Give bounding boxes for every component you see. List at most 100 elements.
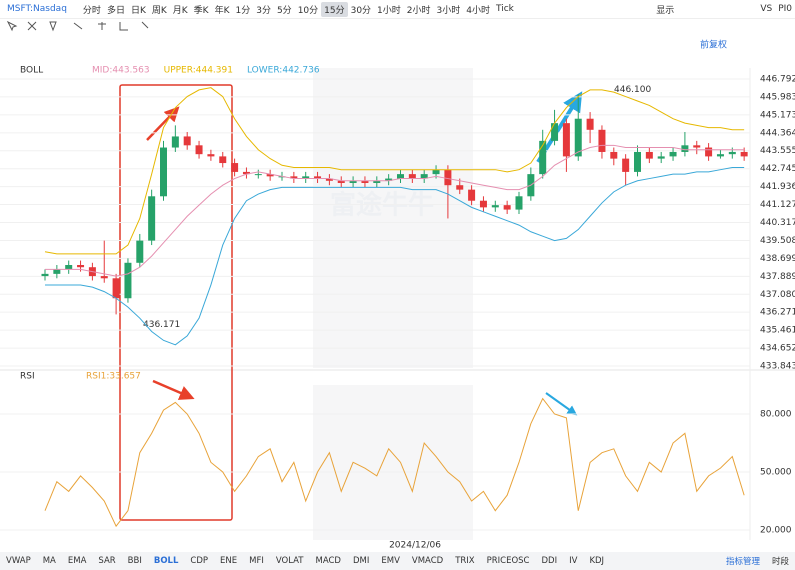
candle-body [325, 178, 333, 181]
candle-body [195, 145, 203, 155]
period-tab[interactable]: 3小时 [436, 5, 461, 16]
period-tab[interactable]: 4小时 [466, 5, 490, 16]
candle-body [716, 154, 724, 157]
candle-body [479, 200, 487, 208]
indicator-tab[interactable]: 指标管理 [725, 557, 760, 567]
indicator-tab[interactable]: IV [569, 556, 578, 566]
indicator-tab[interactable]: VWAP [6, 556, 31, 566]
session-band [313, 68, 473, 368]
toolbar-button[interactable]: PI0 [778, 4, 792, 14]
indicator-tab[interactable]: KDJ [589, 556, 605, 566]
candle-body [207, 154, 215, 157]
price-annotation: 436.171 [143, 320, 180, 330]
y-tick-label: 443.555 [760, 146, 795, 156]
indicator-tab[interactable]: TRIX [455, 556, 475, 566]
candle-body [136, 240, 144, 263]
period-tab[interactable]: 15分 [321, 1, 348, 17]
indicator-tab[interactable]: MFI [249, 556, 264, 566]
indicator-tab[interactable]: 时段 [771, 557, 789, 567]
period-tab[interactable]: 分时 [82, 5, 101, 16]
period-tab[interactable]: Tick [495, 4, 514, 14]
legend-entry: MID:443.563 [92, 66, 150, 76]
candle-body [302, 176, 310, 179]
y-tick-label: 437.889 [760, 272, 795, 282]
indicator-name: BOLL [20, 66, 43, 76]
arrow [545, 392, 578, 416]
indicator-tab[interactable]: DMI [352, 556, 370, 566]
period-tab[interactable]: 多日 [106, 5, 125, 16]
candle-body [444, 169, 452, 186]
period-tab[interactable]: 日K [130, 5, 146, 16]
candle-body [598, 129, 606, 152]
y-tick-label: 435.461 [760, 326, 795, 336]
indicator-tab[interactable]: MA [42, 556, 56, 566]
period-tab[interactable]: 月K [172, 5, 188, 16]
adjust-mode[interactable]: 前复权 [700, 39, 727, 51]
indicator-tabs: VWAP MA EMA SAR BBI BOLL CDP ENE MFI VOLAT MACD DMI… [0, 552, 795, 570]
period-tab[interactable]: 季K [193, 5, 209, 16]
candle-body [349, 180, 357, 183]
candle-body [681, 145, 689, 152]
indicator-tab[interactable]: EMA [67, 556, 87, 566]
indicator-tab[interactable]: BOLL [153, 556, 179, 566]
candle-body [160, 147, 167, 197]
y-tick-label: 442.745 [760, 164, 795, 174]
period-tab[interactable]: 3分 [256, 5, 271, 16]
period-tab[interactable]: 周K [151, 5, 167, 16]
chart: 富途牛牛 前复权 BOLL MID:443.563 UPPER:444.391 LOW… [0, 20, 795, 551]
candle-body [231, 163, 239, 172]
symbol[interactable]: MSFT:Nasdaq [7, 4, 67, 14]
candle-body [515, 196, 523, 210]
period-tab[interactable]: 2小时 [406, 5, 431, 16]
candle-body [148, 196, 156, 241]
toolbar-button[interactable]: 显示 [656, 5, 675, 16]
period-tab[interactable]: 1分 [235, 5, 251, 16]
indicator-tab[interactable]: DDI [541, 556, 558, 566]
indicator-tab[interactable]: PRICEOSC [486, 556, 530, 566]
indicator-tab[interactable]: ENE [220, 556, 238, 566]
candle-body [385, 178, 393, 181]
candle-body [112, 278, 120, 299]
y-tick-label: 441.936 [760, 182, 795, 192]
candle-body [634, 151, 641, 172]
legend-entry: LOWER:442.736 [247, 66, 320, 76]
indicator-line [44, 397, 745, 528]
y-tick-label: 445.173 [760, 110, 795, 120]
session-band [313, 385, 473, 540]
candle-body [53, 269, 61, 274]
candle-body [728, 151, 736, 155]
candle-body [290, 176, 298, 179]
y-tick-label: 439.508 [760, 236, 795, 246]
legend-entry: UPPER:444.391 [164, 66, 233, 76]
candle-body [408, 174, 416, 179]
price-annotation: 446.100 [614, 85, 651, 95]
period-tab[interactable]: 1小时 [377, 5, 401, 16]
period-tab[interactable]: 10分 [297, 5, 319, 16]
indicator-name: RSI [20, 372, 35, 382]
candle-body [740, 151, 748, 157]
candle-body [586, 118, 594, 130]
candle-body [503, 205, 511, 210]
indicator-tab[interactable]: BBI [127, 556, 142, 566]
draw-tools [6, 20, 149, 32]
y-tick-label: 438.699 [760, 254, 795, 264]
candle-body [539, 140, 547, 175]
candle-body [314, 176, 322, 179]
indicator-tab[interactable]: VOLAT [275, 556, 304, 566]
indicator-tab[interactable]: EMV [381, 556, 400, 566]
highlight-box [119, 84, 233, 521]
y-tick-label: 20.000 [760, 526, 792, 536]
date-label: 2024/12/06 [389, 541, 441, 551]
indicator-tab[interactable]: CDP [190, 556, 208, 566]
indicator-tab[interactable]: MACD [315, 556, 341, 566]
period-tab[interactable]: 30分 [350, 5, 372, 16]
candle-body [645, 151, 653, 159]
indicator-tab[interactable]: SAR [98, 556, 116, 566]
toolbar-button[interactable]: VS [760, 4, 773, 14]
indicator-line [45, 144, 745, 277]
indicator-tab[interactable]: VMACD [411, 556, 444, 566]
period-tab[interactable]: 5分 [276, 5, 292, 16]
period-tab[interactable]: 年K [214, 5, 230, 16]
y-tick-label: 446.792 [760, 75, 795, 85]
